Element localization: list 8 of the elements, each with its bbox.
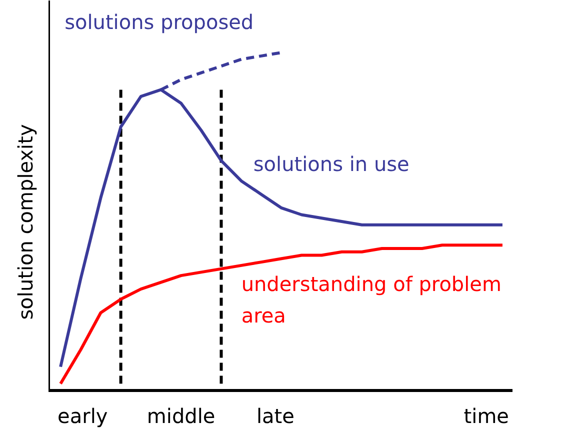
series-label: understanding of problem area bbox=[241, 272, 502, 328]
text: time bbox=[464, 404, 509, 428]
series-label: solutions proposed bbox=[64, 10, 254, 34]
y-axis-title: solution complexity bbox=[14, 124, 38, 320]
text: late bbox=[256, 404, 294, 428]
text: early bbox=[58, 404, 108, 428]
text: middle bbox=[146, 404, 216, 428]
series-label: solutions in use bbox=[253, 152, 410, 176]
